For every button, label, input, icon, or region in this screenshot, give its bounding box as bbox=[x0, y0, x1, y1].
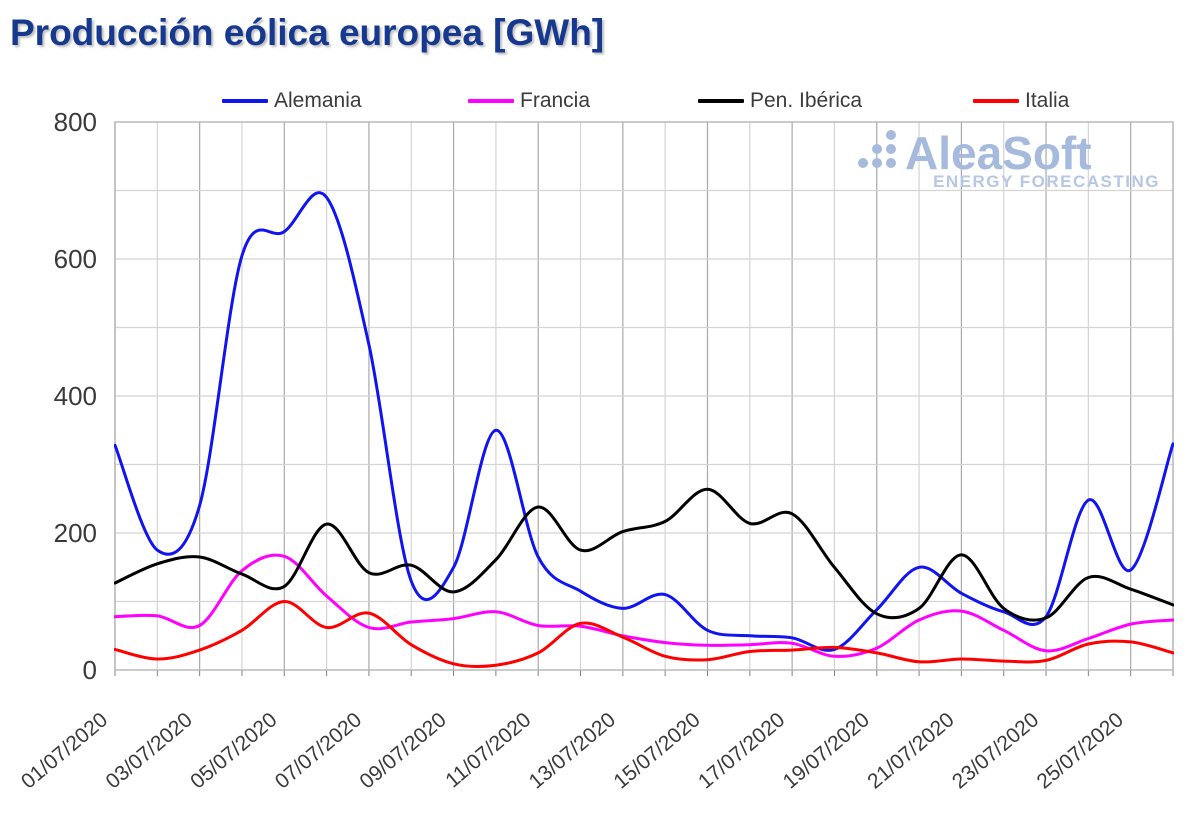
aleasoft-dots-icon bbox=[858, 130, 896, 174]
svg-text:03/07/2020: 03/07/2020 bbox=[102, 708, 197, 793]
legend-label-pen-iberica: Pen. Ibérica bbox=[750, 89, 863, 112]
svg-text:09/07/2020: 09/07/2020 bbox=[355, 708, 450, 793]
svg-text:01/07/2020: 01/07/2020 bbox=[17, 708, 112, 793]
alemania-line-swatch bbox=[222, 99, 268, 103]
svg-text:05/07/2020: 05/07/2020 bbox=[186, 708, 281, 793]
svg-text:800: 800 bbox=[54, 107, 97, 137]
legend: Alemania Francia Pen. Ibérica Italia bbox=[0, 88, 1200, 114]
legend-label-francia: Francia bbox=[520, 89, 591, 112]
legend-item-francia: Francia bbox=[468, 88, 590, 114]
svg-text:600: 600 bbox=[54, 244, 97, 274]
legend-item-italia: Italia bbox=[973, 88, 1069, 114]
svg-text:400: 400 bbox=[54, 381, 97, 411]
aleasoft-tagline-text: ENERGY FORECASTING bbox=[933, 172, 1160, 191]
svg-text:17/07/2020: 17/07/2020 bbox=[694, 708, 789, 793]
svg-text:11/07/2020: 11/07/2020 bbox=[441, 708, 535, 792]
svg-text:15/07/2020: 15/07/2020 bbox=[609, 708, 704, 793]
svg-text:0: 0 bbox=[83, 655, 97, 685]
svg-text:25/07/2020: 25/07/2020 bbox=[1033, 708, 1128, 793]
svg-text:23/07/2020: 23/07/2020 bbox=[948, 708, 1043, 793]
aleasoft-brand-text: AleaSoft bbox=[905, 126, 1092, 179]
aleasoft-watermark: AleaSoft ENERGY FORECASTING bbox=[858, 130, 1160, 192]
italia-line-swatch bbox=[973, 99, 1019, 103]
svg-text:21/07/2020: 21/07/2020 bbox=[863, 708, 958, 793]
svg-text:200: 200 bbox=[54, 518, 97, 548]
pen-iberica-line-swatch bbox=[698, 99, 744, 103]
francia-line-swatch bbox=[468, 99, 514, 103]
legend-item-alemania: Alemania bbox=[222, 88, 362, 114]
svg-text:07/07/2020: 07/07/2020 bbox=[271, 708, 366, 793]
legend-label-italia: Italia bbox=[1025, 89, 1070, 112]
chart-title: Producción eólica europea [GWh] bbox=[10, 12, 605, 53]
svg-text:19/07/2020: 19/07/2020 bbox=[779, 708, 874, 793]
legend-item-pen-iberica: Pen. Ibérica bbox=[698, 88, 862, 114]
legend-label-alemania: Alemania bbox=[274, 89, 362, 112]
svg-text:13/07/2020: 13/07/2020 bbox=[525, 708, 620, 793]
